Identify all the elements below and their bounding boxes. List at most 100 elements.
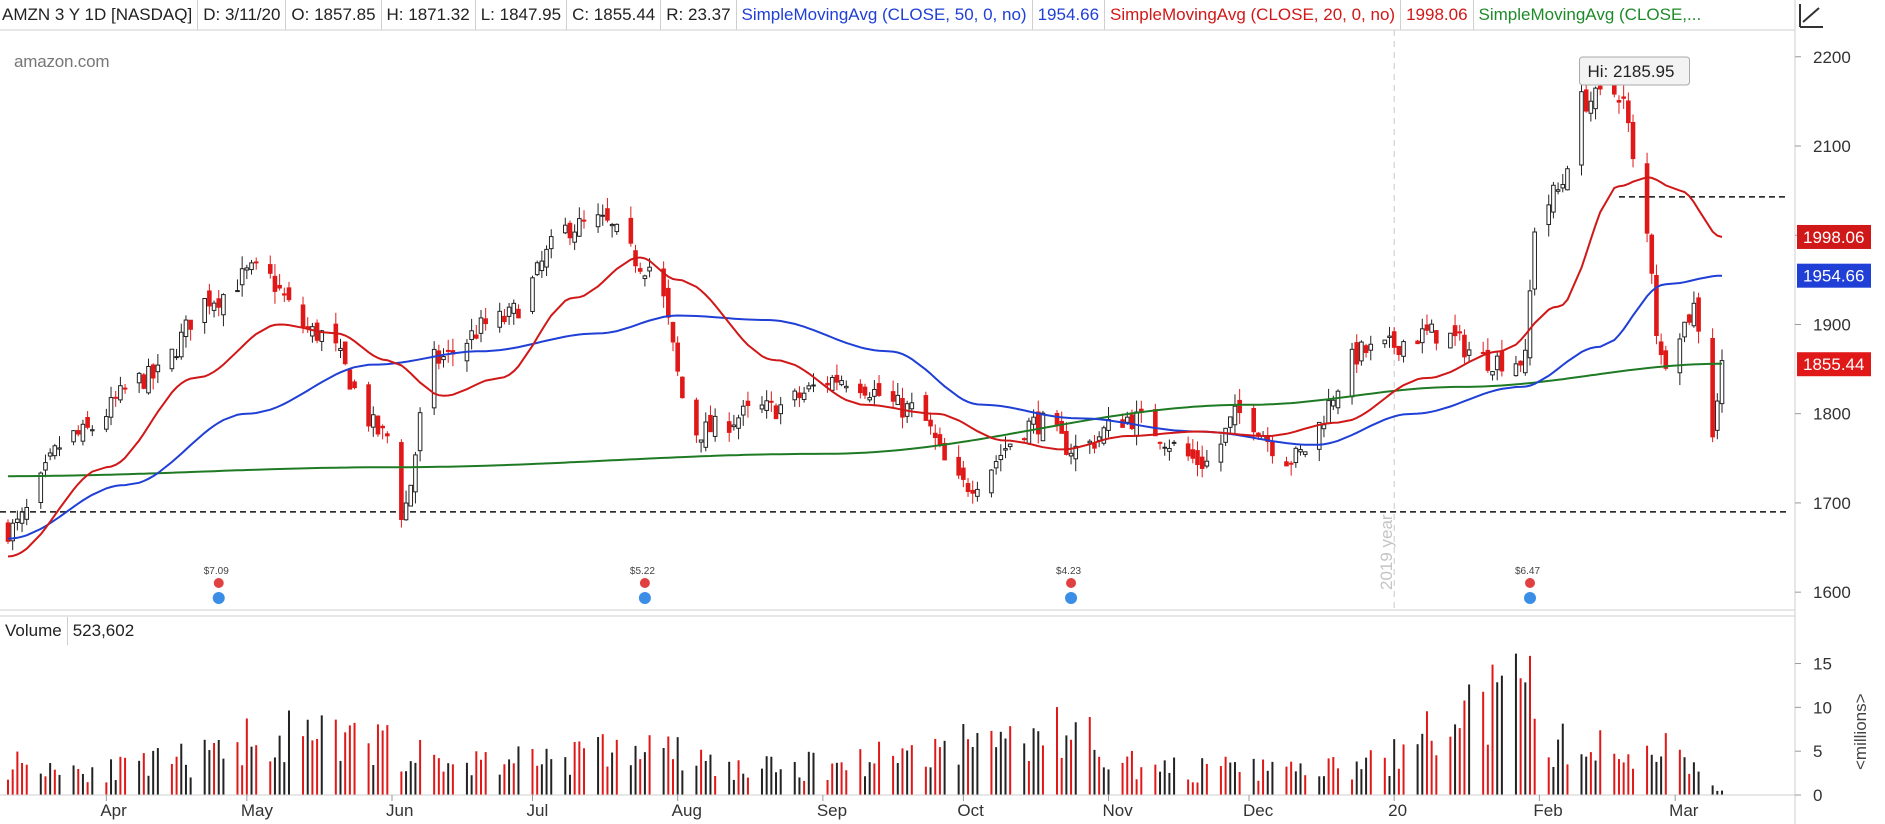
candle-body [1073,445,1079,460]
volume-bars [7,653,1723,795]
candle-body [811,384,816,387]
volume-tick-label: 10 [1813,698,1832,717]
sma20-price-tag: 1998.06 [1797,224,1871,249]
y-tick-label: 1700 [1813,494,1851,513]
candle-body [778,404,783,415]
sma20-price-tag-bg [1797,224,1871,249]
candle-body [1035,411,1041,435]
candle-body [1237,399,1242,414]
earnings-bottom-icon [638,592,651,604]
candle-body [319,330,325,342]
candle-body [497,310,503,328]
candle-body [188,319,193,330]
drawing-tool-icon[interactable] [1797,2,1825,30]
candle-body [1616,100,1622,103]
candle-body [118,385,123,401]
candle-body [773,405,779,420]
candle-body [661,268,666,297]
candle-body [942,442,947,461]
candle-body [1195,450,1200,466]
candle-body [1382,339,1388,345]
volume-tick-label: 0 [1813,786,1822,805]
candle-body [342,341,348,365]
candle-body [1527,290,1533,359]
year-label: 2019 year [1377,514,1396,590]
candle-body [15,518,20,524]
candle-body [85,416,90,428]
candle-body [474,334,479,339]
candle-body [253,261,259,264]
x-tick-label: Aug [672,801,702,820]
x-tick-label: Jul [527,801,549,820]
candle-body [1429,323,1434,333]
candle-body [628,217,634,244]
candle-body [759,404,765,410]
candle-body [1153,409,1158,437]
candle-body [703,421,709,448]
candle-body [1321,424,1327,430]
candle-body [1391,331,1397,348]
y-tick-label: 2200 [1813,48,1851,67]
candle-body [347,369,353,390]
candle-body [1457,331,1463,334]
open-readout: O: 1857.85 [286,0,382,30]
earnings-value: $5.22 [630,566,655,577]
x-tick-label: Nov [1103,801,1134,820]
candle-body [1171,441,1177,444]
symbol-label[interactable]: AMZN 3 Y 1D [NASDAQ] [0,0,199,30]
candle-body [600,214,606,217]
candle-body [1691,302,1697,327]
sma20-price-tag-text: 1998.06 [1803,228,1864,247]
candle-body [136,372,142,384]
low-readout: L: 1847.95 [476,0,568,30]
candle-body [1621,96,1626,99]
volume-unit-label: <millions> [1851,693,1870,770]
candle-body [1092,443,1097,449]
candle-body [764,400,769,411]
candle-body [534,262,540,276]
candle-body [286,287,292,301]
candle-body [900,397,905,418]
earnings-value: $6.47 [1515,566,1540,577]
candle-body [843,385,849,389]
candle-body [502,315,507,323]
close-price-tag-bg [1797,352,1871,377]
candle-body [1026,420,1032,444]
candle-body [1284,461,1289,467]
candle-body [1316,421,1322,450]
candle-body [1644,163,1650,234]
candle-body [113,396,119,399]
candle-body [1302,451,1308,455]
y-tick-label: 1900 [1813,315,1851,334]
candle-body [937,434,943,446]
candle-body [52,445,58,457]
candle-body [385,433,390,437]
sma50-value: 1954.66 [1033,0,1106,30]
high-readout: H: 1871.32 [382,0,476,30]
candle-body [1059,420,1064,434]
candle-body [516,308,521,319]
candle-body [1335,390,1341,409]
x-tick-label: Dec [1243,801,1274,820]
candle-body [150,364,156,379]
x-tick-label: Apr [100,801,127,820]
candle-body [989,469,994,494]
candle-body [544,248,549,268]
candle-body [1232,405,1238,426]
high-callout-text: Hi: 2185.95 [1588,62,1675,81]
sma20-study-label[interactable]: SimpleMovingAvg (CLOSE, 20, 0, no) [1105,0,1402,30]
candle-body [1583,89,1589,112]
candle-body [1513,363,1519,377]
candle-body [862,386,868,396]
candle-body [1223,427,1228,443]
sma50-study-label[interactable]: SimpleMovingAvg (CLOSE, 50, 0, no) [737,0,1033,30]
candle-body [1588,100,1594,114]
candle-body [375,415,381,435]
candle-body [469,330,474,341]
volume-value: 523,602 [72,621,135,640]
candle-body [174,356,179,359]
candle-body [1054,412,1060,426]
sma200-study-label[interactable]: SimpleMovingAvg (CLOSE,... [1478,5,1702,24]
candle-body [1466,349,1472,356]
